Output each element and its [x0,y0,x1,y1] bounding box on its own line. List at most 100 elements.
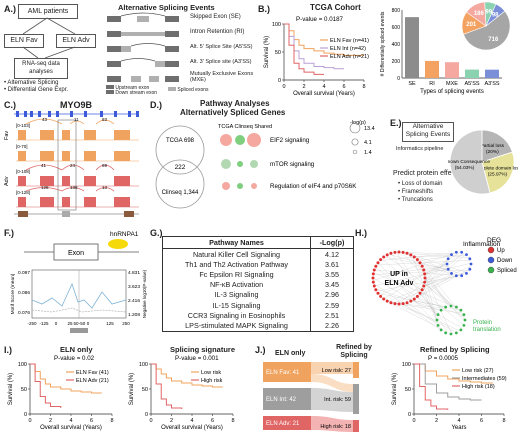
x-axis-label: Overall survival (Years) [40,425,102,431]
legend-downstream-swatch [106,90,114,94]
node-up-31 [402,251,405,254]
aml-patients-text: AML patients [28,8,69,15]
bar-label-4: A3'SS [484,81,499,87]
motif-y-right-tick-3: 1.208 [128,312,140,318]
x-tick-label: 2 [49,418,52,424]
as-events-box: Alternative Splicing Events [402,122,454,142]
coverage-block-1-0 [18,151,26,161]
x-tick-label: 4 [322,84,325,90]
node-spliced-0 [464,319,467,322]
x-axis-label: Overall survival (Years) [161,425,223,431]
bar-y-label: # Differentially spliced events [380,11,386,76]
node-spliced-6 [440,328,443,331]
panel-a-label: A.) [4,4,16,14]
node-up-33 [409,253,412,256]
y-axis-label: Survival (%) [129,373,135,405]
bar-A5'SS [465,70,479,78]
protein-effect-pie: Partial loss(20%)Complete domain loss(25… [448,122,518,202]
node-spliced-5 [444,332,447,335]
p-value: P-value = 0.0187 [296,16,344,23]
adv-junction-label-bot-0: 128 [41,185,49,190]
size-legend-circle-1 [352,139,358,145]
node-up-19 [372,281,375,284]
x-tick-label: 6 [90,418,93,424]
fav-junction-label-2: 83 [102,117,108,122]
sankey-left-label-2: ELN Adv: 21 [266,421,300,427]
adv-junction-label-top-2: 69 [102,163,108,168]
motif-x-tick-5: -50 [79,321,86,326]
bar-A3'SS [485,70,499,78]
pie-pct-2: (54.03%) [455,165,475,171]
pathway-table: Pathway Names -Log(p) Natural Killer Cel… [162,236,354,332]
gene-exon-2 [30,111,33,117]
pipeline-label: Informatics pipeline [396,146,444,152]
size-legend-value-0: 13.4 [364,126,375,132]
motif-exon-label: Exon [68,250,84,257]
node-spliced-14 [459,309,462,312]
adv-track-label: Adv [4,176,10,186]
logp-cell: 3.61 [311,259,353,269]
protein-label-2: translation [473,327,501,333]
motif-exon-bar [70,328,88,333]
event-mxe: Mutually Exclusive Exons (MXE) [190,71,254,83]
node-up-35 [416,258,419,261]
node-spliced-13 [455,306,458,309]
node-spliced-4 [450,333,453,336]
pathway-name-cell: IL-15 Signaling [163,300,311,310]
node-up-32 [406,252,409,255]
bar-RI [425,61,439,78]
gene-exon-6 [70,111,73,117]
gene-exon-4 [48,111,51,117]
protein-label-1: Protein [473,320,492,326]
legend-label-2: High risk (18) [462,384,495,390]
bar-y-tick-label: 400 [392,42,401,48]
pie-value-4: 98 [492,12,499,18]
node-down-12 [465,253,468,256]
node-up-17 [374,288,377,291]
network-edge-28 [374,283,443,330]
table-header: Pathway Names -Log(p) [163,237,353,249]
gene-exon-1 [24,111,27,117]
motif-y-right-tick-0: 4.831 [128,270,140,276]
sankey-right-node-1 [353,384,359,414]
dot-2-2 [251,183,257,189]
y-tick-label: 0 [408,412,411,418]
pathway-name-0: EIF2 signaling [270,137,310,144]
motif-x-tick-1: -125 [39,321,49,326]
y-axis-label: Survival (%) [8,373,14,405]
bullet-diff-expr: • Differential Gene Expr. [4,87,68,93]
node-up-12 [389,301,392,304]
panel-a: A.) AML patients ELN Fav ELN Adv RNA-seq… [0,0,255,95]
legend-label-0: Low risk (27) [462,368,494,374]
node-up-30 [398,251,401,254]
panel-d-label: D.) [150,100,162,110]
up-label-line2: ELN Adv [385,280,414,287]
dot-2-1 [237,183,243,189]
coverage-block-2-2 [62,176,70,186]
x-axis-label: Years [451,425,466,431]
y-tick-label: 100 [139,362,148,368]
node-spliced-12 [450,305,453,308]
deg-legend-label-0: Up [497,248,505,254]
y-axis-label: Survival (%) [264,36,270,68]
legend-spliced-text: Spliced exons [177,87,208,93]
node-up-23 [374,265,377,268]
legend-label-2: ELN Adv (n=21) [330,54,369,60]
motif-y-left-tick-0: 0.097 [18,270,30,276]
motif-y-left-tick-2: 0.076 [18,310,30,316]
node-up-6 [413,298,416,301]
pie-value-1: 201 [466,22,477,28]
gene-exon-3 [38,111,41,117]
sankey-right-node-0 [353,362,359,378]
deg-legend-title: DEG [487,237,501,244]
node-up-22 [373,268,376,271]
motif-x-tick-7: 125 [106,321,114,326]
as-title: Alternative Splicing Events [118,3,215,12]
track-range-3: [0-128] [16,190,30,195]
event-se: Skipped Exon (SE) [190,14,241,20]
node-down-4 [455,274,458,277]
